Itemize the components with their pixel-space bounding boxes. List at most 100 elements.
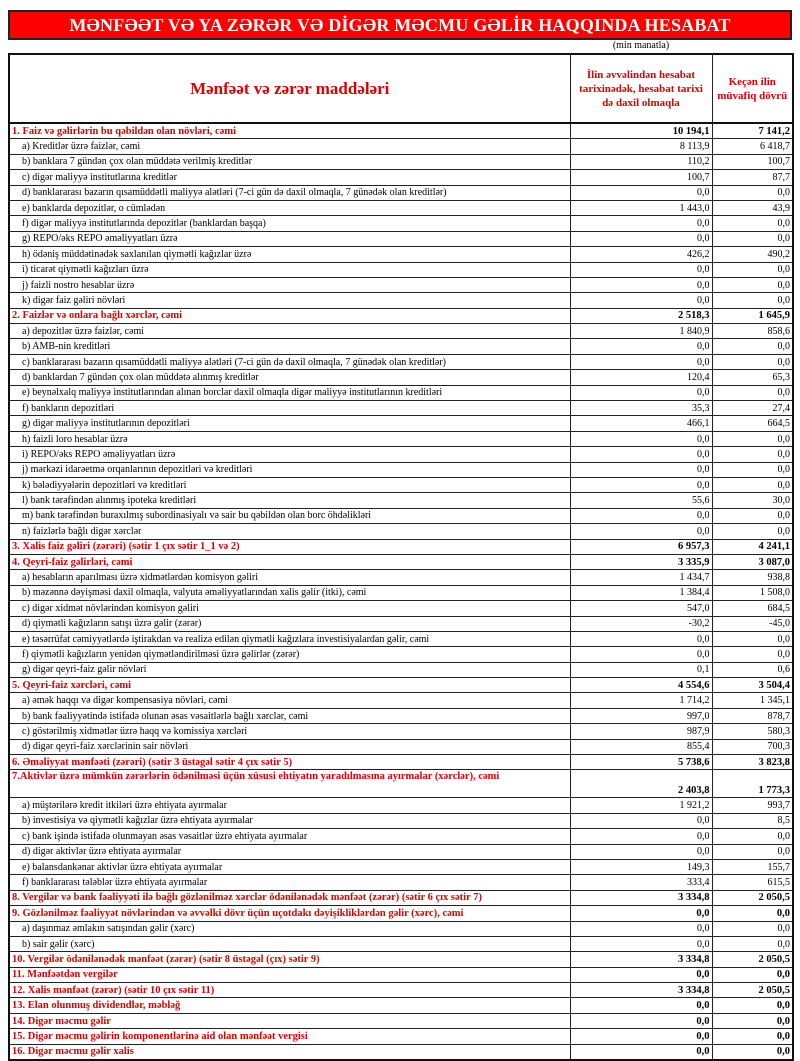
row-label: a) müştərilərə kredit itkiləri üzrə ehti… <box>8 797 571 814</box>
current-period-value: 0,0 <box>569 184 713 201</box>
table-row: e) təsərrüfat cəmiyyətlərdə iştirakdan v… <box>8 630 794 648</box>
row-label: k) digər faiz gəliri növləri <box>8 292 571 309</box>
current-period-value: 2 403,8 <box>569 769 713 799</box>
row-label: c) digər maliyyə institutlarına kreditlə… <box>8 169 571 186</box>
previous-period-value: 155,7 <box>711 858 794 876</box>
row-label: 16. Digər məcmu gəlir xalis <box>8 1043 571 1061</box>
previous-period-value: 30,0 <box>711 492 794 509</box>
row-label: g) digər qeyri-faiz gəlir növləri <box>8 661 571 679</box>
table-row: b) banklara 7 gündən çox olan müddətə ve… <box>8 153 794 171</box>
previous-period-value: 3 504,4 <box>711 677 794 694</box>
previous-period-value: 65,3 <box>711 369 794 386</box>
current-period-value: 4 554,6 <box>569 677 713 694</box>
table-row: k) digər faiz gəliri növləri 0,0 0,0 <box>8 292 794 309</box>
previous-period-value: 2 050,5 <box>711 889 794 907</box>
current-period-value: 55,6 <box>569 492 713 509</box>
current-period-value: 0,0 <box>569 828 713 845</box>
current-period-value: 0,0 <box>569 920 713 937</box>
table-row: a) müştərilərə kredit itkiləri üzrə ehti… <box>8 797 794 814</box>
current-period-value: 0,0 <box>569 353 713 371</box>
row-label: 8. Vergilər və bank fəaliyyəti ilə bağlı… <box>8 889 571 907</box>
row-label: b) sair gəlir (xərc) <box>8 935 571 953</box>
current-period-value: 0,0 <box>569 430 713 448</box>
row-label: l) bank tərəfindən alınmış ipoteka kredi… <box>8 492 571 509</box>
row-label: g) REPO/əks REPO əməliyyatları üzrə <box>8 230 571 248</box>
current-period-value: 0,0 <box>569 261 713 278</box>
table-row: k) bələdiyyələrin depozitləri və kreditl… <box>8 476 794 494</box>
row-label: b) investisiya və qiymətli kağızlar üzrə… <box>8 812 571 830</box>
table-row: d) banklardan 7 gündən çox olan müddətə … <box>8 369 794 386</box>
current-period-value: 3 335,9 <box>569 553 713 571</box>
section-row: 7.Aktivlər üzrə mümkün zərərlərin ödənil… <box>8 769 794 799</box>
row-label: h) ödəniş müddətinədək saxlanılan qiymət… <box>8 246 571 263</box>
table-row: b) AMB-nin kreditləri 0,0 0,0 <box>8 338 794 355</box>
current-period-value: 0,0 <box>569 338 713 355</box>
table-row: e) balansdankənar aktivlər üzrə ehtiyata… <box>8 858 794 876</box>
table-row: a) Kreditlər üzrə faizlər, cəmi 8 113,9 6 … <box>8 138 794 155</box>
row-label: f) bankların depozitləri <box>8 400 571 417</box>
table-row: b) investisiya və qiymətli kağızlar üzrə… <box>8 812 794 830</box>
row-label: m) bank tərəfindən buraxılmış subordinas… <box>8 507 571 525</box>
report-title: MƏNFƏƏT VƏ YA ZƏRƏR VƏ DİGƏR MƏCMU GƏLİR… <box>8 10 792 40</box>
table-row: l) bank tərəfindən alınmış ipoteka kredi… <box>8 492 794 509</box>
previous-period-value: 100,7 <box>711 153 794 171</box>
current-period-value: 120,4 <box>569 369 713 386</box>
table-row: f) banklararası tələblər üzrə ehtiyata a… <box>8 874 794 891</box>
current-period-value: 1 384,4 <box>569 584 713 602</box>
section-row: 14. Digər məcmu gəlir 0,0 0,0 <box>8 1012 794 1030</box>
row-label: c) banklararası bazarın qısamüddətli mal… <box>8 353 571 371</box>
previous-period-value: 0,0 <box>711 353 794 371</box>
section-row: 10. Vergilər ödənilənədək mənfəət (zərər… <box>8 951 794 968</box>
row-label: 6. Əməliyyat mənfəəti (zərəri) (sətir 3 … <box>8 754 571 771</box>
table-row: g) digər qeyri-faiz gəlir növləri 0,1 0,6 <box>8 661 794 679</box>
previous-period-value: 0,0 <box>711 523 794 540</box>
previous-period-value: 0,0 <box>711 230 794 248</box>
previous-period-value: 2 050,5 <box>711 951 794 968</box>
current-period-value: 100,7 <box>569 169 713 186</box>
current-period-value: 3 334,8 <box>569 951 713 968</box>
table-row: d) digər qeyri-faiz xərclərinin sair növ… <box>8 738 794 756</box>
table-row: m) bank tərəfindən buraxılmış subordinas… <box>8 507 794 525</box>
previous-period-value: 3 087,0 <box>711 553 794 571</box>
row-label: 13. Elan olunmuş dividendlər, məbləğ <box>8 997 571 1014</box>
row-label: 12. Xalis mənfəət (zərər) (sətir 10 çıx … <box>8 982 571 999</box>
current-period-value: 0,0 <box>569 1043 713 1061</box>
current-period-value: 0,1 <box>569 661 713 679</box>
header-row: Mənfəət və zərər maddələri İlin əvvəlind… <box>8 53 794 124</box>
table-row: b) sair gəlir (xərc) 0,0 0,0 <box>8 935 794 953</box>
current-period-value: -30,2 <box>569 615 713 632</box>
row-label: j) mərkəzi idarəetmə orqanlarının depozi… <box>8 461 571 478</box>
table-row: f) digər maliyyə institutlarında depozit… <box>8 215 794 232</box>
row-label: a) Kreditlər üzrə faizlər, cəmi <box>8 138 571 155</box>
current-period-value: 0,0 <box>569 523 713 540</box>
row-label: 10. Vergilər ödənilənədək mənfəət (zərər… <box>8 951 571 968</box>
current-period-column-header: İlin əvvəlindən hesabat tarixinədək, hes… <box>569 53 713 124</box>
previous-period-value: 1 773,3 <box>711 769 794 799</box>
row-label: f) qiymətli kağızların yenidən qiymətlən… <box>8 646 571 663</box>
previous-period-value: 6 418,7 <box>711 138 794 155</box>
row-label: e) beynəlxalq maliyyə institutlarından a… <box>8 384 571 402</box>
current-period-value: 997,0 <box>569 707 713 725</box>
current-period-value: 0,0 <box>569 905 713 922</box>
current-period-value: 987,9 <box>569 723 713 740</box>
table-row: e) beynəlxalq maliyyə institutlarından a… <box>8 384 794 402</box>
previous-period-value: 0,0 <box>711 966 794 984</box>
previous-period-value: 490,2 <box>711 246 794 263</box>
previous-period-value: 684,5 <box>711 600 794 617</box>
current-period-value: 0,0 <box>569 292 713 309</box>
row-label: c) göstərilmiş xidmətlər üzrə haqq və ko… <box>8 723 571 740</box>
table-row: a) daşınmaz əmlakın satışından gəlir (xə… <box>8 920 794 937</box>
current-period-value: 8 113,9 <box>569 138 713 155</box>
current-period-value: 1 714,2 <box>569 692 713 709</box>
table-row: j) mərkəzi idarəetmə orqanlarının depozi… <box>8 461 794 478</box>
previous-period-value: 0,0 <box>711 461 794 478</box>
current-period-value: 1 434,7 <box>569 569 713 586</box>
table-row: i) REPO/əks REPO əməliyyatları üzrə 0,0 0,… <box>8 446 794 463</box>
current-period-value: 0,0 <box>569 276 713 294</box>
previous-period-value: 0,0 <box>711 338 794 355</box>
previous-period-value: 87,7 <box>711 169 794 186</box>
previous-period-value: 0,0 <box>711 1012 794 1030</box>
previous-period-value: 700,3 <box>711 738 794 756</box>
current-period-value: 1 840,9 <box>569 323 713 340</box>
previous-period-value: 27,4 <box>711 400 794 417</box>
